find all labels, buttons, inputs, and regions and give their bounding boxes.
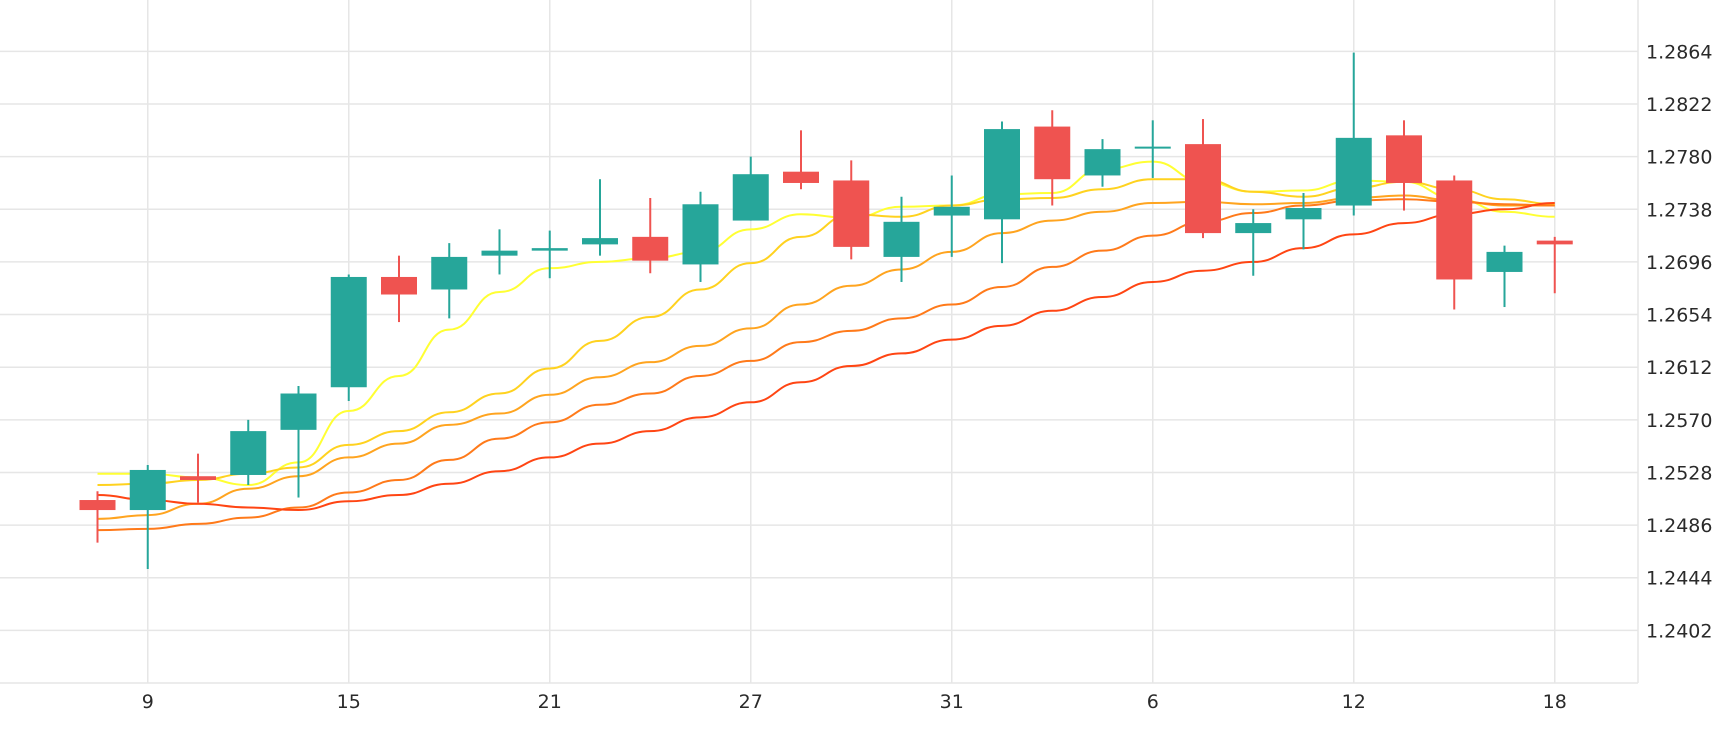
x-axis: 9 15 21 27 31 6 12 18 [142, 691, 1567, 713]
candle-body [1185, 144, 1221, 234]
candle-down [1185, 119, 1221, 239]
candle-up [230, 419, 267, 485]
y-tick-label: 1.2780 [1646, 147, 1712, 169]
candle-body [1386, 135, 1422, 183]
candle-down [79, 491, 116, 543]
x-tick-label: 31 [940, 691, 964, 713]
candle-body [1285, 208, 1322, 220]
candle-up [732, 156, 769, 221]
y-tick-label: 1.2528 [1646, 462, 1712, 484]
candle-up [280, 385, 317, 498]
candle-up [1235, 209, 1272, 276]
candle-body [984, 129, 1020, 220]
grid-lines [0, 0, 1639, 684]
candle-body [732, 174, 769, 221]
x-tick-label: 27 [739, 691, 763, 713]
candle-up [431, 243, 468, 319]
candle-up [531, 230, 568, 279]
candle-down [381, 255, 417, 323]
y-tick-label: 1.2570 [1646, 410, 1712, 432]
candle-body [1436, 180, 1473, 280]
x-tick-label: 18 [1543, 691, 1567, 713]
candle-body [129, 469, 166, 511]
moving-average-line [97, 178, 1555, 486]
candle-up [582, 179, 618, 256]
candle-up [1285, 192, 1322, 250]
candle-body [79, 500, 116, 511]
candle-body [933, 206, 970, 216]
candle-body [431, 256, 468, 290]
candle-up [129, 464, 166, 569]
candle-body [883, 221, 920, 257]
candle-body [632, 236, 669, 261]
candle-body [783, 171, 819, 183]
candle-body [1134, 146, 1171, 149]
y-tick-label: 1.2864 [1646, 41, 1712, 63]
candle-up [330, 274, 367, 402]
y-tick-label: 1.2402 [1646, 620, 1712, 642]
candle-body [1034, 126, 1071, 180]
x-tick-label: 9 [142, 691, 154, 713]
candle-down [180, 453, 216, 503]
candle-up [984, 121, 1020, 264]
candle-body [1084, 149, 1121, 176]
candle-down [1536, 236, 1573, 294]
y-tick-label: 1.2696 [1646, 252, 1712, 274]
candle-up [883, 196, 920, 282]
candle-up [1335, 52, 1372, 216]
moving-average-line [97, 194, 1555, 520]
y-tick-label: 1.2738 [1646, 199, 1712, 221]
y-tick-label: 1.2822 [1646, 94, 1712, 116]
candle-down [1386, 120, 1422, 211]
candle-up [1486, 245, 1523, 308]
y-axis: 1.2402 1.2444 1.2486 1.2528 1.2570 1.2612 1.26… [1646, 41, 1712, 642]
y-tick-label: 1.2486 [1646, 515, 1712, 537]
candle-body [682, 204, 719, 265]
candle-down [1034, 110, 1071, 206]
candle-body [330, 276, 367, 388]
x-tick-label: 15 [337, 691, 361, 713]
candle-body [1536, 240, 1573, 245]
candle-body [833, 180, 870, 247]
candle-body [481, 250, 518, 256]
y-tick-label: 1.2654 [1646, 305, 1712, 327]
candle-down [783, 130, 819, 190]
candle-down [833, 160, 870, 260]
candle-body [1235, 223, 1272, 234]
candle-body [1486, 251, 1523, 272]
candle-up [1134, 120, 1171, 178]
candle-up [933, 175, 970, 257]
candle-body [230, 431, 267, 475]
candle-body [381, 276, 417, 295]
y-tick-label: 1.2444 [1646, 568, 1712, 590]
y-tick-label: 1.2612 [1646, 357, 1712, 379]
moving-average-line [97, 160, 1555, 486]
candle-up [1084, 139, 1121, 187]
candle-up [682, 191, 719, 282]
moving-average-lines [97, 160, 1555, 532]
candles [79, 52, 1573, 569]
x-tick-label: 6 [1147, 691, 1159, 713]
candle-body [180, 476, 216, 480]
moving-average-line [97, 202, 1555, 512]
candle-down [1436, 175, 1473, 310]
x-tick-label: 21 [538, 691, 562, 713]
candle-up [481, 229, 518, 275]
x-tick-label: 12 [1342, 691, 1366, 713]
candle-body [280, 393, 317, 430]
candle-down [632, 198, 669, 274]
candle-body [531, 248, 568, 251]
candle-body [582, 238, 618, 245]
moving-average-line [97, 198, 1555, 532]
candle-body [1335, 137, 1372, 206]
